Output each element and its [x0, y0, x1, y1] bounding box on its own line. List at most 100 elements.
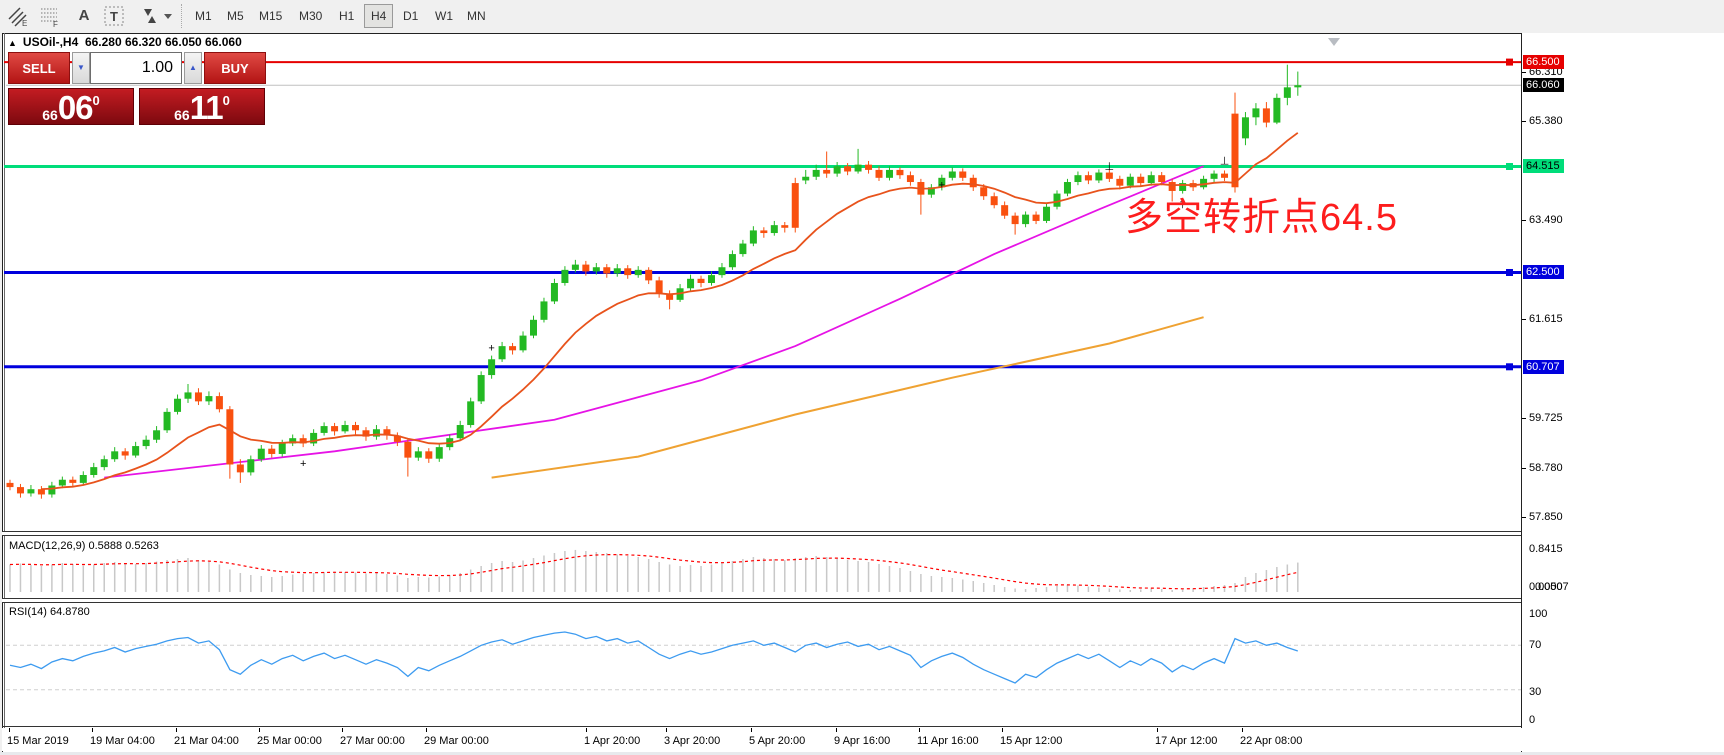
candle: [1273, 97, 1281, 123]
one-click-trading-panel: SELL ▼ ▲ BUY 66060 66110: [8, 52, 266, 126]
buy-button[interactable]: BUY: [204, 52, 266, 84]
candle: [948, 171, 956, 178]
price-level-badge[interactable]: 64.515: [1523, 159, 1564, 174]
collapse-panel-icon[interactable]: ▲: [8, 38, 17, 48]
time-axis[interactable]: 15 Mar 2019 19 Mar 04:00 21 Mar 04:00 25 Ma…: [2, 728, 1724, 751]
candle: [1116, 178, 1124, 186]
candle: [1001, 205, 1009, 216]
candle: [111, 451, 119, 460]
ma-slow-line: [491, 316, 1204, 479]
candle: [1053, 193, 1061, 207]
fibonacci-tool-icon[interactable]: F: [36, 3, 64, 29]
timeframe-button-mn[interactable]: MN: [467, 9, 486, 23]
time-axis-label: 25 Mar 00:00: [257, 735, 322, 747]
sell-price-quote[interactable]: 66060: [8, 88, 134, 126]
candle: [865, 164, 873, 170]
price-axis-tick: [1522, 220, 1526, 222]
candle: [163, 411, 171, 431]
volume-increase-button[interactable]: ▲: [184, 52, 202, 84]
macd-zero-label: 0.0000: [1529, 581, 1563, 593]
timeframe-button-h4[interactable]: H4: [364, 4, 394, 28]
timeframe-button-w1[interactable]: W1: [435, 9, 453, 23]
price-axis[interactable]: 66.310 65.380 63.490 61.615 59.725 58.780 57.8…: [1521, 33, 1724, 752]
svg-text:E: E: [22, 19, 27, 27]
panel-separator[interactable]: [2, 531, 1724, 536]
symbol-label: USOil-,H4: [22, 35, 79, 49]
timeframe-button-m5[interactable]: M5: [227, 9, 244, 23]
timeframe-button-h1[interactable]: H1: [339, 9, 355, 23]
candle: [833, 166, 841, 174]
candle: [247, 459, 255, 473]
chart-shift-marker-icon[interactable]: [1328, 38, 1340, 46]
candle: [1011, 215, 1019, 225]
time-axis-label: 11 Apr 16:00: [917, 735, 979, 747]
sell-price-prefix: 66: [42, 107, 58, 123]
buy-price-sup: 0: [222, 93, 230, 108]
price-level-badge[interactable]: 60.707: [1523, 359, 1564, 374]
timeframe-button-m30[interactable]: M30: [299, 9, 323, 23]
candle: [613, 268, 621, 274]
price-level-badge[interactable]: 62.500: [1523, 265, 1564, 280]
price-axis-tick: [1522, 418, 1526, 420]
candle: [488, 359, 496, 376]
time-axis-label: 3 Apr 20:00: [664, 735, 721, 747]
candle: [823, 169, 831, 174]
candle: [540, 301, 548, 320]
candle: [781, 225, 789, 228]
candle: [990, 196, 998, 206]
buy-price-quote[interactable]: 66110: [139, 88, 265, 126]
candle: [1168, 182, 1176, 191]
sell-price-sup: 0: [92, 93, 100, 108]
candle: [435, 447, 443, 459]
price-axis-tick-label: 58.780: [1529, 462, 1563, 475]
candle: [372, 429, 380, 437]
candle: [519, 335, 527, 351]
timeframe-button-m15[interactable]: M15: [259, 9, 283, 23]
rsi-panel[interactable]: [4, 604, 1521, 731]
candle: [362, 430, 370, 437]
candle: [132, 446, 140, 456]
candle: [1221, 173, 1229, 178]
candle: [624, 268, 632, 276]
panel-separator[interactable]: [2, 598, 1724, 603]
macd-signal-line: [9, 554, 1298, 590]
time-axis-tick: [919, 728, 920, 732]
volume-input[interactable]: [90, 52, 182, 84]
candle: [153, 430, 161, 440]
volume-decrease-button[interactable]: ▼: [72, 52, 90, 84]
candle: [257, 448, 265, 460]
price-axis-tick: [1522, 121, 1526, 122]
arrows-tool-icon[interactable]: [138, 3, 176, 29]
time-axis-label: 1 Apr 20:00: [584, 735, 641, 747]
candle: [341, 425, 349, 432]
candle: [226, 409, 234, 465]
candle: [603, 267, 611, 274]
candle: [1252, 108, 1260, 118]
candle: [215, 396, 223, 410]
ma-fast-line: [41, 132, 1299, 490]
candle: [1095, 172, 1103, 181]
candle: [896, 169, 904, 176]
candle: [749, 230, 757, 244]
timeframe-button-m1[interactable]: M1: [195, 9, 212, 23]
candle: [1200, 178, 1208, 188]
text-label-tool-icon[interactable]: T: [100, 3, 128, 29]
price-axis-tick: [1522, 517, 1526, 519]
equidistant-channel-tool-icon[interactable]: E: [4, 3, 32, 29]
macd-panel[interactable]: [4, 538, 1521, 603]
price-level-badge[interactable]: 66.500: [1523, 55, 1564, 70]
time-axis-label: 15 Mar 2019: [7, 735, 69, 747]
price-axis-tick-label: 65.380: [1529, 115, 1563, 127]
time-axis-tick: [92, 728, 93, 732]
candle: [142, 439, 150, 447]
candle: [571, 264, 579, 270]
timeframe-button-d1[interactable]: D1: [403, 9, 419, 23]
candle: [425, 451, 433, 459]
candle: [331, 426, 339, 432]
ohlc-values: 66.280 66.320 66.050 66.060: [84, 35, 242, 49]
main-chart-area[interactable]: + + + ⊥ † ⊥: [0, 47, 1521, 538]
candle: [352, 425, 360, 431]
price-axis-tick-label: 57.850: [1529, 511, 1563, 524]
sell-button[interactable]: SELL: [8, 52, 70, 84]
text-tool-icon[interactable]: A: [78, 7, 90, 24]
